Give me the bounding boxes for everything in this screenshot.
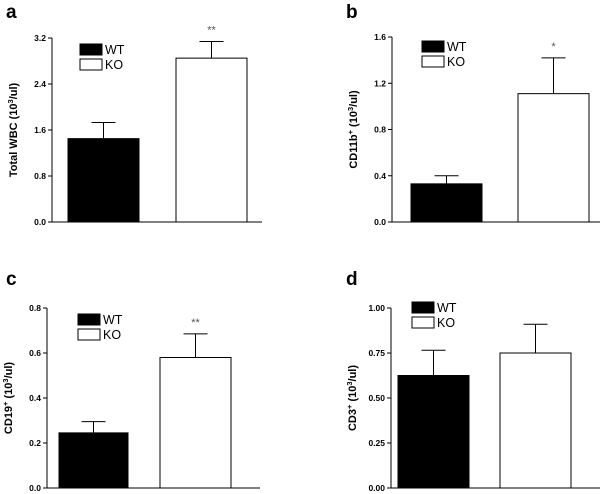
y-axis-label-sup: 3 <box>6 99 15 103</box>
y-axis-label: CD19+ (103/ul) <box>1 362 16 434</box>
legend-swatch-ko <box>79 58 103 71</box>
legend-label-wt: WT <box>447 40 467 54</box>
y-axis-label-text: (10 <box>3 383 15 402</box>
bar-wt <box>397 375 470 489</box>
panel-letter: b <box>346 2 358 23</box>
legend-swatch-wt <box>421 40 445 53</box>
y-tick-label: 1.6 <box>374 32 386 42</box>
y-tick-label: 0.4 <box>29 393 41 403</box>
legend-swatch-wt <box>79 43 103 56</box>
y-axis-label-sup: 3 <box>1 378 10 382</box>
y-tick-label: 0.6 <box>29 348 41 358</box>
bar-ko <box>159 357 232 489</box>
y-tick-label: 0.0 <box>29 483 41 493</box>
legend-label-ko: KO <box>105 58 123 72</box>
y-tick-label: 0.25 <box>368 438 385 448</box>
legend-label-ko: KO <box>437 316 455 330</box>
legend-label-wt: WT <box>105 43 125 57</box>
legend-label-ko: KO <box>447 55 465 69</box>
y-axis-label-sup: + <box>1 401 10 406</box>
y-tick-label: 0.8 <box>29 303 41 313</box>
significance-marker: * <box>551 41 556 53</box>
y-axis-label-sup: + <box>346 129 355 134</box>
legend-label-ko: KO <box>103 328 121 342</box>
y-axis-label-text: (10 <box>347 386 359 405</box>
y-axis-label-text: /ul) <box>8 82 20 99</box>
significance-marker: ** <box>207 24 216 36</box>
y-tick-label: 0.0 <box>34 217 46 227</box>
y-tick-label: 3.2 <box>34 33 46 43</box>
bar-ko <box>499 352 572 489</box>
significance-marker: ** <box>191 317 200 329</box>
y-tick-label: 1.6 <box>34 125 46 135</box>
y-tick-label: 0.8 <box>34 171 46 181</box>
y-axis-label-text: CD19 <box>3 406 15 434</box>
bar-ko <box>517 93 590 223</box>
y-axis-label-text: CD11b <box>348 134 360 169</box>
legend-label-wt: WT <box>103 313 123 327</box>
y-tick-label: 1.00 <box>368 303 385 313</box>
y-tick-label: 0.4 <box>374 171 386 181</box>
y-axis-label-text: (10 <box>348 111 360 130</box>
y-axis-label-text: /ul) <box>347 365 359 382</box>
y-tick-label: 0.2 <box>29 438 41 448</box>
y-tick-label: 2.4 <box>34 79 46 89</box>
bar-wt <box>67 138 140 223</box>
y-axis-label-sup: 3 <box>345 381 354 385</box>
bar-wt <box>58 432 129 489</box>
y-tick-label: 0.50 <box>368 393 385 403</box>
y-tick-label: 0.0 <box>374 217 386 227</box>
legend-swatch-ko <box>411 316 435 329</box>
panel-letter: a <box>6 2 17 23</box>
bar-ko <box>175 57 248 223</box>
bar-wt <box>410 183 483 223</box>
y-axis-label-sup: + <box>345 404 354 409</box>
y-axis-label-text: CD3 <box>347 409 359 431</box>
y-axis-label-text: /ul) <box>348 90 360 107</box>
legend-label-wt: WT <box>437 301 457 315</box>
y-axis-label: CD11b+ (103/ul) <box>346 90 361 169</box>
legend-swatch-wt <box>411 301 435 314</box>
y-axis-label-text: /ul) <box>3 362 15 379</box>
panel-letter: d <box>346 269 358 290</box>
y-axis-label: CD3+ (103/ul) <box>345 365 360 431</box>
y-axis-label: Total WBC (103/ul) <box>6 82 21 177</box>
y-tick-label: 1.2 <box>374 78 386 88</box>
y-axis-label-sup: 3 <box>346 107 355 111</box>
panel-letter: c <box>6 269 17 290</box>
y-tick-label: 0.8 <box>374 125 386 135</box>
y-tick-label: 0.00 <box>368 483 385 493</box>
legend-swatch-wt <box>77 313 101 326</box>
y-axis-label-text: Total WBC (10 <box>8 103 20 177</box>
legend-swatch-ko <box>421 55 445 68</box>
legend-swatch-ko <box>77 328 101 341</box>
y-tick-label: 0.75 <box>368 348 385 358</box>
